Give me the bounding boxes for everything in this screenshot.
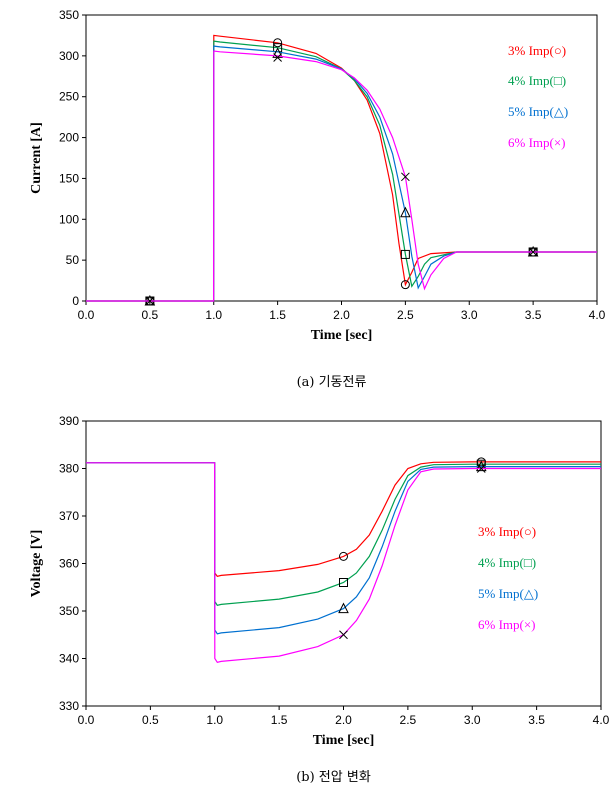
legend-entry: 4% Imp(□) (508, 73, 566, 88)
y-tick-label: 150 (59, 171, 79, 185)
x-tick-label: 0.0 (78, 308, 95, 322)
x-tick-label: 3.0 (461, 308, 478, 322)
x-tick-label: 3.0 (464, 713, 481, 727)
legend-entry: 5% Imp(△) (478, 586, 538, 601)
x-tick-label: 2.5 (397, 308, 414, 322)
x-tick-label: 0.5 (142, 308, 159, 322)
figure-caption: (a) 기동전류 (297, 375, 367, 390)
legend-entry: 4% Imp(□) (478, 555, 536, 570)
series-line (86, 462, 601, 606)
y-tick-label: 200 (59, 131, 79, 145)
x-tick-label: 1.5 (269, 308, 286, 322)
y-tick-label: 50 (66, 253, 80, 267)
y-tick-label: 100 (59, 212, 79, 226)
circle-marker (400, 280, 410, 290)
y-tick-label: 350 (59, 8, 79, 22)
series-line (86, 462, 601, 635)
voltage-chart: 0.0 0.5 1.0 1.5 2.0 2.5 3.0 3.5 4.0 330 340 350 360 3… (29, 414, 610, 785)
y-axis-label: Current [A] (29, 122, 44, 194)
legend-entry: 6% Imp(×) (478, 617, 536, 632)
series-line (86, 45, 597, 302)
x-tick-label: 0.5 (142, 713, 159, 727)
x-tick-label: 1.0 (205, 308, 222, 322)
x-tick-label: 0.0 (78, 713, 95, 727)
series-line (86, 50, 597, 302)
y-tick-label: 300 (59, 49, 79, 63)
x-tick-label: 2.0 (335, 713, 352, 727)
y-tick-label: 0 (72, 294, 79, 308)
x-tick-label: 4.0 (593, 713, 610, 727)
y-tick-label: 250 (59, 90, 79, 104)
figure-caption: (b) 전압 변화 (296, 770, 371, 785)
y-tick-label: 330 (59, 699, 79, 713)
y-tick-label: 390 (59, 414, 79, 428)
x-axis-label: Time [sec] (313, 733, 375, 748)
series-line (86, 461, 601, 577)
series-line (86, 40, 597, 302)
square-marker (400, 249, 410, 259)
cross-marker (476, 464, 486, 473)
y-tick-label: 360 (59, 557, 79, 571)
x-tick-label: 3.5 (528, 713, 545, 727)
cross-marker (273, 53, 282, 62)
triangle-marker (400, 206, 411, 218)
cross-marker (401, 172, 410, 182)
x-tick-label: 4.0 (589, 308, 606, 322)
legend-entry: 3% Imp(○) (478, 524, 536, 539)
series-line (86, 34, 597, 302)
y-tick-label: 380 (59, 462, 79, 476)
y-tick-label: 370 (59, 509, 79, 523)
cross-marker (145, 296, 155, 306)
x-tick-label: 1.5 (271, 713, 288, 727)
legend-entry: 6% Imp(×) (508, 135, 566, 150)
x-tick-label: 2.0 (333, 308, 350, 322)
circle-marker (339, 551, 348, 561)
y-tick-label: 340 (59, 652, 79, 666)
legend-entry: 5% Imp(△) (508, 104, 568, 119)
circle-marker (273, 38, 283, 48)
current-chart: 0.0 0.5 1.0 1.5 2.0 2.5 3.0 3.5 4.0 0 50 100 150 200 2… (29, 8, 606, 390)
x-tick-label: 1.0 (206, 713, 223, 727)
triangle-marker (338, 602, 349, 614)
x-tick-label: 2.5 (400, 713, 417, 727)
legend-entry: 3% Imp(○) (508, 43, 566, 58)
square-marker (339, 578, 348, 587)
x-tick-label: 3.5 (525, 308, 542, 322)
cross-marker (339, 630, 348, 640)
series-line (86, 462, 601, 663)
y-axis-label: Voltage [V] (29, 530, 44, 598)
y-tick-label: 350 (59, 604, 79, 618)
x-axis-label: Time [sec] (311, 328, 373, 343)
cross-marker (528, 247, 538, 257)
